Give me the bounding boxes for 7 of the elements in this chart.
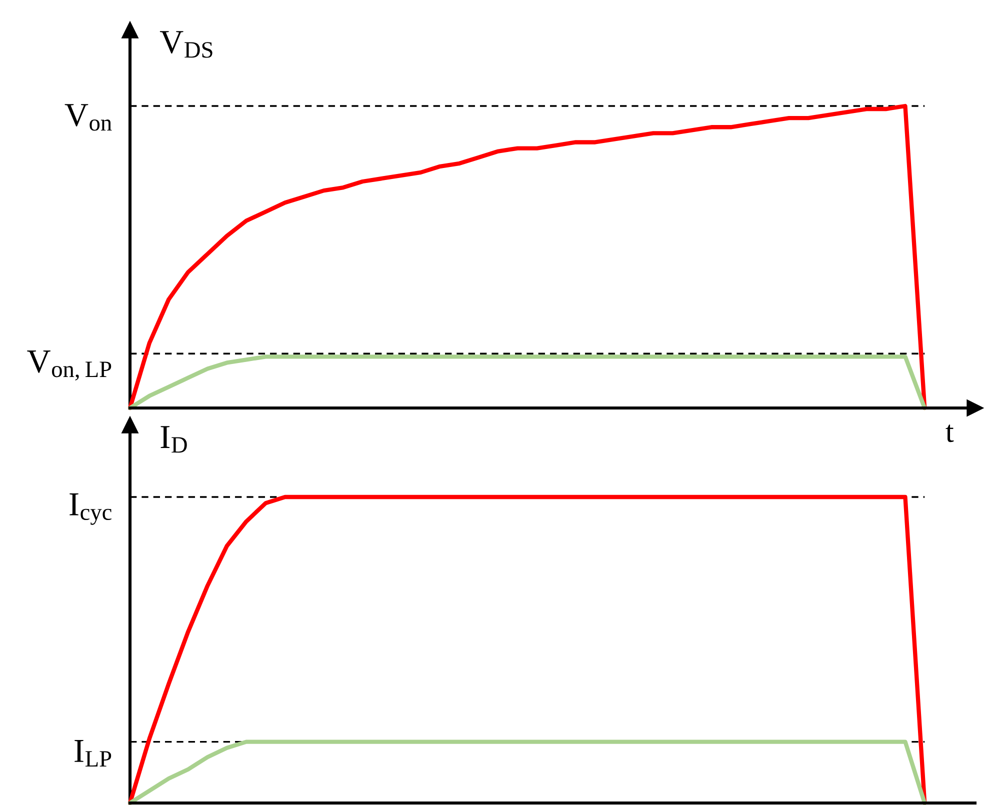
ref-line-label: I$_{cyc}$ — [70, 493, 112, 525]
y-axis-title: I$_{D}$ — [160, 426, 187, 453]
ref-line-label: V$_{on,LP}$ — [27, 350, 112, 381]
y-axis-title: V$_{DS}$ — [160, 31, 212, 58]
ref-line-label: I$_{LP}$ — [74, 740, 112, 766]
ref-line-label: V$_{on}$ — [64, 104, 112, 131]
x-axis-title: t — [946, 424, 954, 442]
